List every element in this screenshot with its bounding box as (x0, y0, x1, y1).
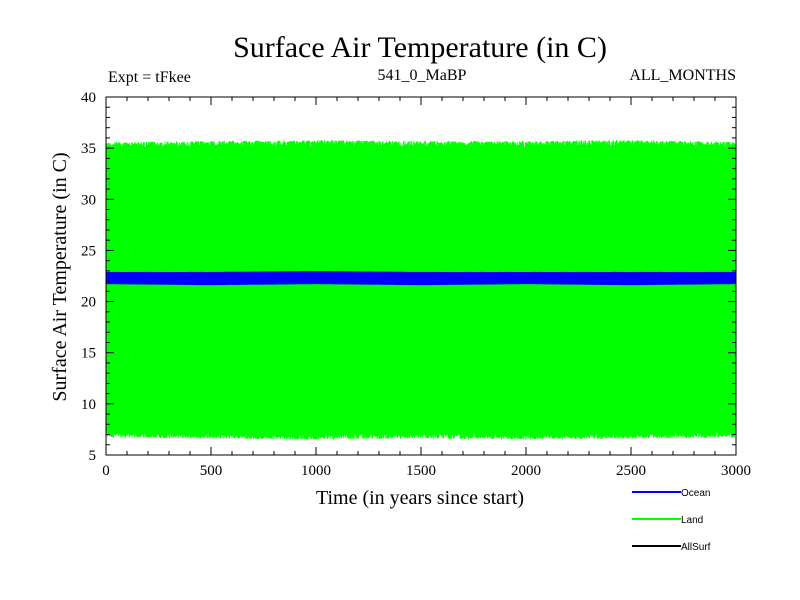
x-tick-label: 1000 (301, 463, 331, 479)
legend-label-allsurf: AllSurf (681, 542, 711, 553)
x-tick-label: 0 (102, 463, 110, 479)
x-axis-label: Time (in years since start) (316, 487, 524, 509)
x-tick-label: 2000 (511, 463, 541, 479)
subtitle-right: ALL_MONTHS (629, 67, 736, 84)
y-tick-label: 35 (81, 141, 96, 157)
legend-label-ocean: Ocean (681, 488, 710, 499)
series-ocean-line (105, 270, 737, 286)
y-tick-label: 10 (81, 397, 96, 413)
legend: Ocean Land AllSurf (632, 488, 711, 553)
x-tick-label: 500 (200, 463, 223, 479)
ticks-layer: 0 500 1000 1500 2000 2500 3000 5 10 15 20 25 30 35 40 (81, 90, 751, 479)
y-tick-label: 15 (81, 346, 96, 362)
subtitle-center: 541_0_MaBP (378, 67, 467, 84)
x-tick-label: 3000 (721, 463, 751, 479)
y-tick-label: 40 (81, 90, 96, 106)
y-tick-label: 5 (89, 448, 97, 464)
x-tick-label: 1500 (406, 463, 436, 479)
chart-title: Surface Air Temperature (in C) (233, 31, 607, 64)
series-land-line (105, 139, 737, 440)
x-tick-label: 2500 (616, 463, 646, 479)
y-tick-label: 20 (81, 295, 96, 311)
y-tick-label: 30 (81, 192, 96, 208)
subtitle-left: Expt = tFkee (108, 69, 191, 86)
y-tick-label: 25 (81, 243, 96, 259)
y-axis-label: Surface Air Temperature (in C) (49, 152, 71, 401)
series-layer (105, 139, 737, 440)
legend-label-land: Land (681, 515, 703, 526)
